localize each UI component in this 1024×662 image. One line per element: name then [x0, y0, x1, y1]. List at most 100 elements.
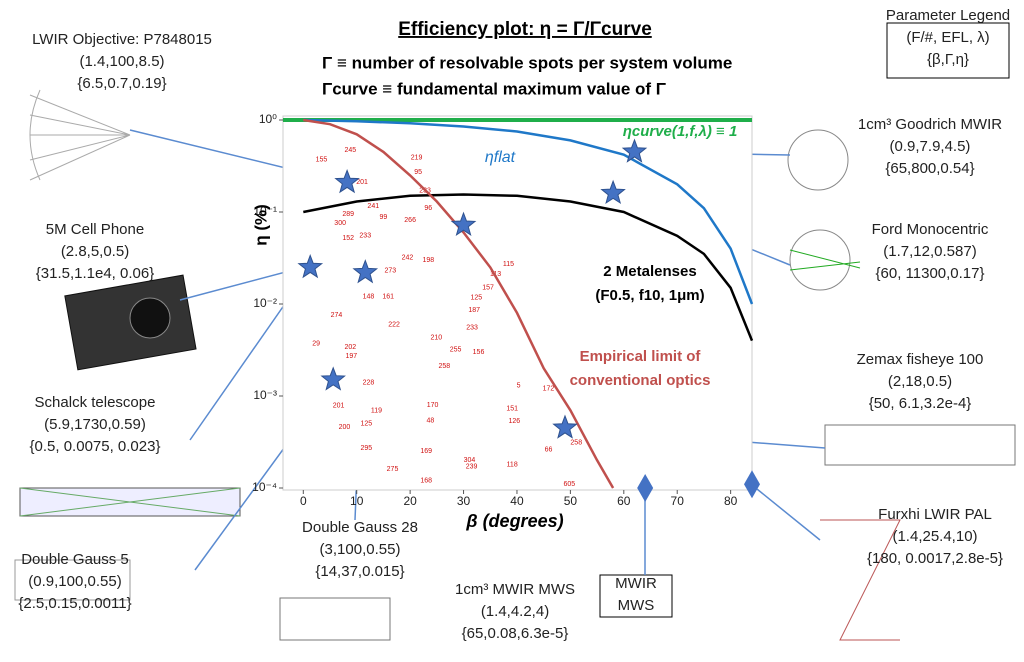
- y-tick-label: 10⁰: [259, 112, 277, 126]
- design-point: 241: [367, 203, 379, 210]
- x-tick-label: 0: [300, 494, 307, 508]
- star-marker: [600, 179, 626, 205]
- design-point: 202: [344, 344, 356, 351]
- design-point: 274: [331, 312, 343, 319]
- annotation-text: (1.4,25.4,10): [892, 528, 977, 545]
- y-tick-label: 10⁻⁴: [252, 480, 277, 494]
- design-point: 161: [382, 294, 394, 301]
- x-tick-label: 60: [617, 494, 631, 508]
- design-point: 48: [427, 417, 435, 424]
- design-point: 169: [420, 448, 432, 455]
- star-marker: [334, 168, 360, 194]
- diamond-marker: [744, 470, 760, 499]
- curve-label: ηcurve(1,f,λ) ≡ 1: [623, 123, 738, 140]
- annotation-text: (5.9,1730,0.59): [44, 416, 146, 433]
- annotation-text: MWS: [618, 597, 655, 614]
- annotation-text: (1.4,4.2,4): [481, 603, 549, 620]
- annotation-text: {14,37,0.015}: [315, 563, 404, 580]
- y-tick-label: 10⁻¹: [253, 204, 277, 218]
- design-point: 239: [466, 464, 478, 471]
- star-marker: [450, 211, 477, 236]
- annotation-text: {0.5, 0.0075, 0.023}: [30, 438, 161, 455]
- annotation-text: {6.5,0.7,0.19}: [77, 75, 166, 92]
- annotation-text: (0.9,7.9,4.5): [890, 138, 971, 155]
- design-point: 201: [333, 402, 345, 409]
- design-point: 172: [543, 386, 555, 393]
- design-point: 95: [414, 169, 422, 176]
- design-point: 198: [422, 257, 434, 264]
- plot-area: [282, 115, 753, 491]
- design-point: 255: [450, 346, 462, 353]
- diamond-marker: [637, 474, 654, 502]
- x-tick-label: 30: [457, 494, 471, 508]
- x-tick-label: 20: [403, 494, 417, 508]
- annotation-text: Double Gauss 5: [21, 551, 129, 568]
- annotation-text: MWIR: [615, 575, 657, 592]
- annotation-text: {65,0.08,6.3e-5}: [462, 625, 569, 642]
- x-tick-label: 70: [671, 494, 685, 508]
- design-point: 29: [312, 341, 320, 348]
- decor: [14, 22, 1016, 641]
- annotation-text: {180, 0.0017,2.8e-5}: [867, 550, 1003, 567]
- title: Efficiency plot: η = Γ/Γcurve: [398, 19, 652, 40]
- design-point: 155: [316, 157, 328, 164]
- annotation-text: (2.8,5,0.5): [61, 243, 129, 260]
- annotation-text: (0.9,100,0.55): [28, 573, 121, 590]
- design-point: 222: [388, 321, 400, 328]
- curve-label: ηflat: [485, 149, 516, 166]
- design-point: 151: [506, 405, 518, 412]
- annotation-text: Parameter Legend: [886, 7, 1010, 24]
- annotation-text: (1.4,100,8.5): [79, 53, 164, 70]
- design-point: 210: [430, 335, 442, 342]
- subtitle: Γ ≡ number of resolvable spots per syste…: [322, 53, 732, 72]
- design-point: 304: [464, 457, 476, 464]
- design-point: 125: [360, 421, 372, 428]
- design-point: 99: [380, 214, 388, 221]
- curve-label: conventional optics: [570, 372, 711, 389]
- annotation-text: {β,Γ,η}: [927, 51, 969, 68]
- design-point: 233: [359, 233, 371, 240]
- design-point: 258: [438, 363, 450, 370]
- design-point: 157: [482, 285, 494, 292]
- design-point: 5: [517, 382, 521, 389]
- design-point: 152: [342, 235, 354, 242]
- design-point: 273: [385, 268, 397, 275]
- star-marker: [621, 138, 648, 163]
- design-point: 119: [371, 408, 382, 415]
- design-point: 245: [344, 147, 356, 154]
- star-marker: [552, 414, 578, 439]
- star-marker: [320, 366, 346, 391]
- annotation-text: (F/#, EFL, λ): [906, 29, 989, 46]
- annotation-text: {60, 11300,0.17}: [876, 265, 985, 282]
- design-point: 96: [424, 205, 432, 212]
- curve-label: (F0.5, f10, 1μm): [595, 287, 704, 304]
- design-point: 170: [427, 402, 439, 409]
- design-point: 197: [346, 353, 358, 360]
- annotation-text: {31.5,1.1e4, 0.06}: [36, 265, 154, 282]
- design-point: 187: [468, 307, 480, 314]
- y-axis-label: η (%): [251, 204, 270, 246]
- annotation-text: (2,18,0.5): [888, 373, 952, 390]
- design-point: 295: [360, 445, 372, 452]
- curve-label: 2 Metalenses: [603, 263, 696, 280]
- design-point: 200: [339, 424, 351, 431]
- annotation-text: {50, 6.1,3.2e-4}: [869, 395, 972, 412]
- annotation-text: Zemax fisheye 100: [857, 351, 984, 368]
- design-point: 219: [411, 154, 423, 161]
- annotation-text: (1.7,12,0.587): [883, 243, 976, 260]
- design-point: 118: [507, 461, 518, 468]
- design-point: 233: [466, 325, 478, 332]
- annotation-text: Double Gauss 28: [302, 519, 418, 536]
- annotation-text: (3,100,0.55): [320, 541, 401, 558]
- annotation-text: Ford Monocentric: [872, 221, 989, 238]
- annotation-text: 5M Cell Phone: [46, 221, 144, 238]
- x-tick-label: 50: [564, 494, 578, 508]
- x-tick-label: 10: [350, 494, 364, 508]
- star-marker: [352, 259, 379, 284]
- annotation-text: {65,800,0.54}: [885, 160, 974, 177]
- curve: [303, 193, 754, 342]
- design-point: 275: [387, 466, 399, 473]
- annotation-text: 1cm³ MWIR MWS: [455, 581, 575, 598]
- design-point: 125: [471, 295, 483, 302]
